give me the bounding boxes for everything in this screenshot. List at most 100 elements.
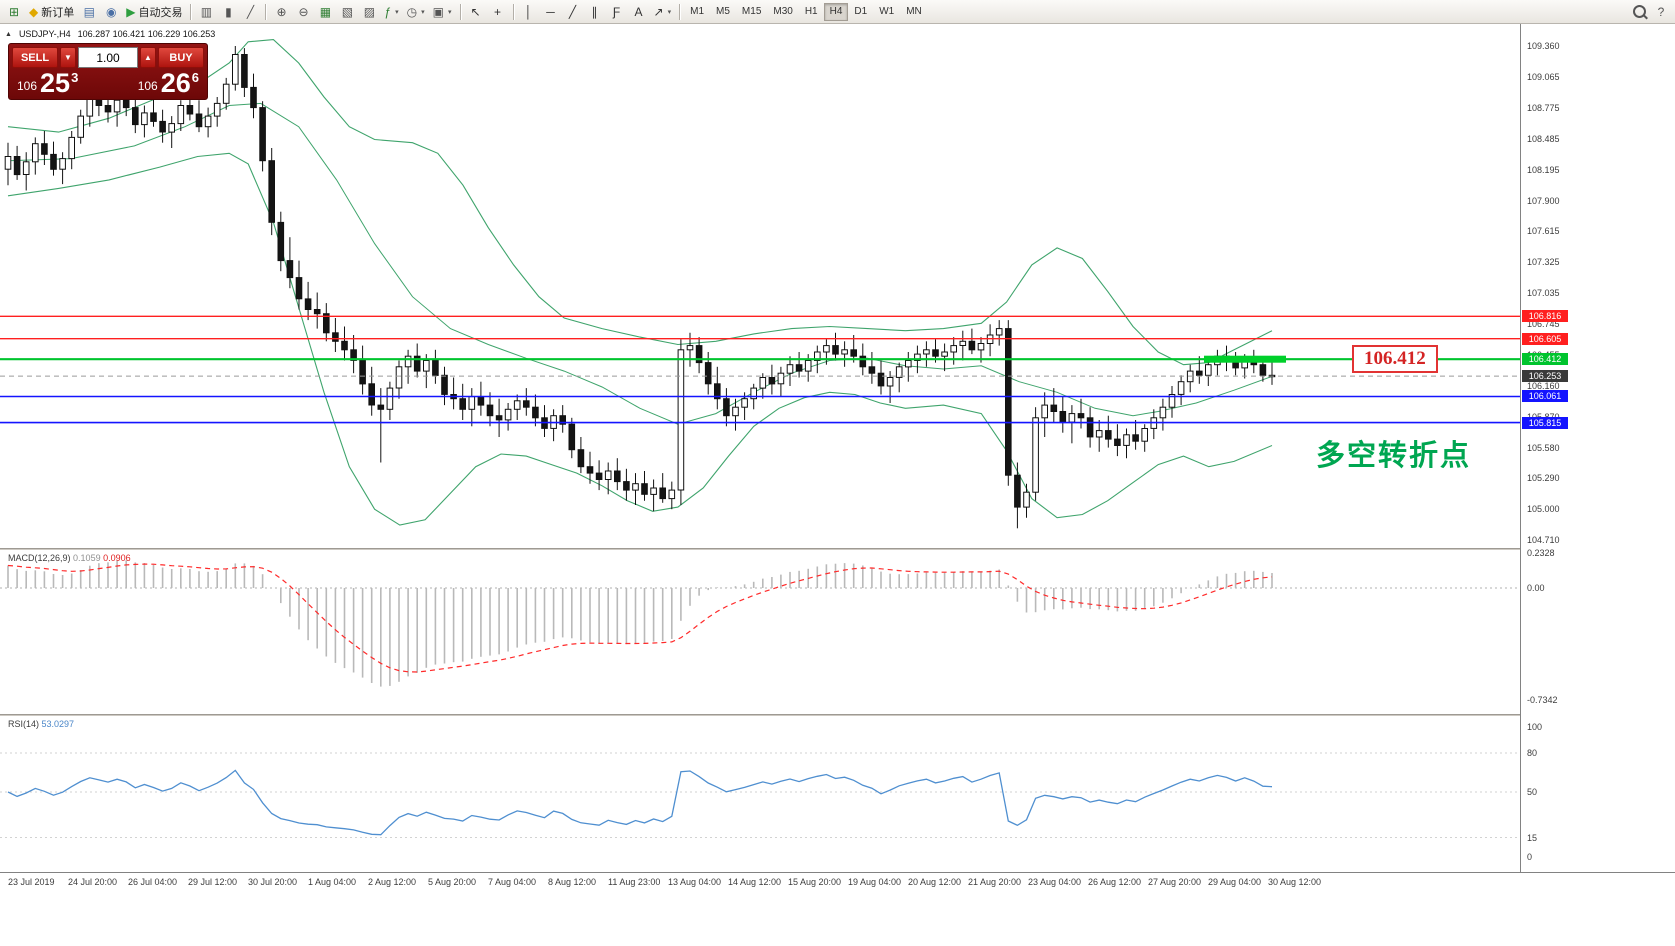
rsi-axis-label: 50 (1527, 787, 1538, 797)
arrange-windows-icon: ▧ (341, 4, 354, 19)
ohlc-values: 106.287 106.421 106.229 106.253 (77, 29, 216, 39)
time-axis-label: 23 Jul 2019 (8, 877, 55, 887)
candlestick-chart[interactable] (0, 24, 1520, 548)
sell-button[interactable]: SELL (12, 47, 58, 68)
volume-stepper-icon[interactable]: ▲ (140, 47, 156, 68)
search-button[interactable] (1628, 2, 1650, 22)
line-chart-button[interactable]: ╱ (239, 2, 261, 22)
timeframe-m1[interactable]: M1 (684, 3, 710, 21)
candlestick-chart-button[interactable]: ▮ (217, 2, 239, 22)
sell-dropdown-icon[interactable]: ▼ (60, 47, 76, 68)
collapse-trade-panel-icon[interactable]: ▲ (5, 30, 12, 38)
time-axis-label: 24 Jul 20:00 (68, 877, 118, 887)
time-axis-label: 26 Aug 12:00 (1088, 877, 1142, 887)
price-axis-label: 107.325 (1527, 257, 1560, 268)
tile-windows-button[interactable]: ▦ (314, 2, 336, 22)
buy-button[interactable]: BUY (158, 47, 204, 68)
timeframe-h1[interactable]: H1 (799, 3, 824, 21)
cascade-windows-button[interactable]: ▨ (358, 2, 380, 22)
rsi-axis-label: 0 (1527, 852, 1533, 862)
new-order-button[interactable]: ◆ 新订单 (25, 2, 78, 22)
vertical-line-button[interactable]: │ (518, 2, 540, 22)
macd-indicator[interactable] (0, 550, 1520, 714)
timeframe-m5[interactable]: M5 (710, 3, 736, 21)
price-axis-label: 109.065 (1527, 72, 1560, 83)
volume-input[interactable] (78, 47, 138, 68)
rsi-label: RSI(14) 53.0297 (8, 719, 75, 729)
toolbar-separator (190, 3, 192, 20)
crosshair-icon: + (494, 4, 502, 19)
price-callout[interactable]: 106.412 (1352, 345, 1438, 373)
zoom-in-button[interactable]: ⊕ (270, 2, 292, 22)
time-axis-label: 26 Jul 04:00 (128, 877, 178, 887)
zoom-out-button[interactable]: ⊖ (292, 2, 314, 22)
time-axis-label: 14 Aug 12:00 (728, 877, 782, 887)
search-icon (1632, 5, 1646, 18)
indicators-button[interactable]: ƒ ▾ (380, 2, 402, 22)
timeframe-d1[interactable]: D1 (848, 3, 873, 21)
macd-axis-label: 0.00 (1527, 583, 1545, 593)
trend-line-icon: ╱ (568, 4, 577, 19)
chart-area[interactable]: ▲ USDJPY-,H4 106.287 106.421 106.229 106… (0, 24, 1675, 946)
symbol-title: USDJPY-,H4 (18, 29, 71, 39)
horizontal-line-button[interactable]: ─ (540, 2, 562, 22)
time-axis-label: 29 Jul 12:00 (188, 877, 238, 887)
new-chart-button[interactable]: ⊞ (3, 2, 25, 22)
timeframe-m15[interactable]: M15 (736, 3, 767, 21)
auto-trading-label: 自动交易 (138, 6, 183, 19)
crosshair-button[interactable]: + (487, 2, 509, 22)
templates-button[interactable]: ▣ ▾ (429, 2, 456, 22)
rsi-axis-label: 15 (1527, 832, 1538, 843)
panel-separator[interactable] (0, 548, 1675, 550)
time-axis[interactable]: 23 Jul 2019 24 Jul 20:00 26 Jul 04:00 29 Ju… (0, 872, 1675, 892)
time-axis-label: 5 Aug 20:00 (428, 877, 477, 887)
candlestick-chart-icon: ▮ (225, 4, 232, 19)
zoom-out-icon: ⊖ (298, 4, 309, 19)
price-tag: 106.412 (1522, 353, 1568, 366)
chart-screenshot-button[interactable]: ▤ (78, 2, 100, 22)
macd-label: MACD(12,26,9) 0.1059 0.0906 (8, 553, 131, 563)
price-axis-label: 106.160 (1527, 380, 1560, 391)
chart-screenshot-icon: ▤ (83, 4, 95, 19)
rsi-indicator[interactable] (0, 716, 1520, 872)
chevron-down-icon: ▾ (395, 8, 399, 16)
fibonacci-button[interactable]: Ƒ (606, 2, 628, 22)
time-axis-label: 21 Aug 20:00 (968, 877, 1022, 887)
price-axis[interactable]: 109.360 109.065 108.775 108.485 108.195 107.9… (1520, 24, 1675, 872)
timeframe-m30[interactable]: M30 (767, 3, 798, 21)
rsi-axis-label: 80 (1527, 748, 1538, 758)
price-tag: 106.253 (1522, 370, 1568, 383)
indicators-icon: ƒ (384, 4, 392, 19)
community-button[interactable]: ◉ (100, 2, 122, 22)
timeframe-h4[interactable]: H4 (823, 2, 849, 21)
arrow-tool-button[interactable]: ↗ ▾ (650, 2, 676, 22)
auto-trading-button[interactable]: ▶ 自动交易 (122, 2, 186, 22)
arrange-windows-button[interactable]: ▧ (336, 2, 358, 22)
rsi-axis-label: 100 (1527, 722, 1543, 732)
text-label-button[interactable]: A (628, 2, 650, 22)
cursor-icon: ↖ (470, 4, 481, 19)
price-tag: 106.061 (1522, 390, 1568, 403)
time-axis-label: 27 Aug 20:00 (1148, 877, 1202, 887)
price-axis-label: 105.290 (1527, 473, 1560, 484)
time-axis-label: 15 Aug 20:00 (788, 877, 842, 887)
timeframe-w1[interactable]: W1 (873, 3, 900, 21)
panel-separator[interactable] (0, 714, 1675, 716)
toolbar: ⊞ ◆ 新订单 ▤ ◉ ▶ 自动交易 ▥ ▮ ╱ ⊕ ⊖ ▦ ▧ ▨ ƒ ▾ ◷ ▾ ▣ ▾ ↖ + │ ─ ╱ ∥ Ƒ A ↗ ▾ M1 M5… (0, 0, 1675, 24)
macd-axis-label: 0.2328 (1527, 547, 1555, 558)
trend-line-button[interactable]: ╱ (562, 2, 584, 22)
equidistant-channel-button[interactable]: ∥ (584, 2, 606, 22)
price-axis-label: 109.360 (1527, 41, 1560, 51)
bid-price[interactable]: 106 25 3 (17, 68, 79, 98)
cursor-button[interactable]: ↖ (465, 2, 487, 22)
bar-chart-button[interactable]: ▥ (195, 2, 217, 22)
periods-button[interactable]: ◷ ▾ (403, 2, 429, 22)
help-button[interactable]: ? (1650, 2, 1672, 22)
ask-price[interactable]: 106 26 6 (137, 68, 199, 98)
time-axis-label: 2 Aug 12:00 (368, 877, 417, 887)
cascade-windows-icon: ▨ (363, 4, 376, 19)
toolbar-separator (512, 3, 514, 20)
timeframe-mn[interactable]: MN (900, 3, 928, 21)
time-axis-label: 30 Jul 20:00 (248, 877, 298, 887)
